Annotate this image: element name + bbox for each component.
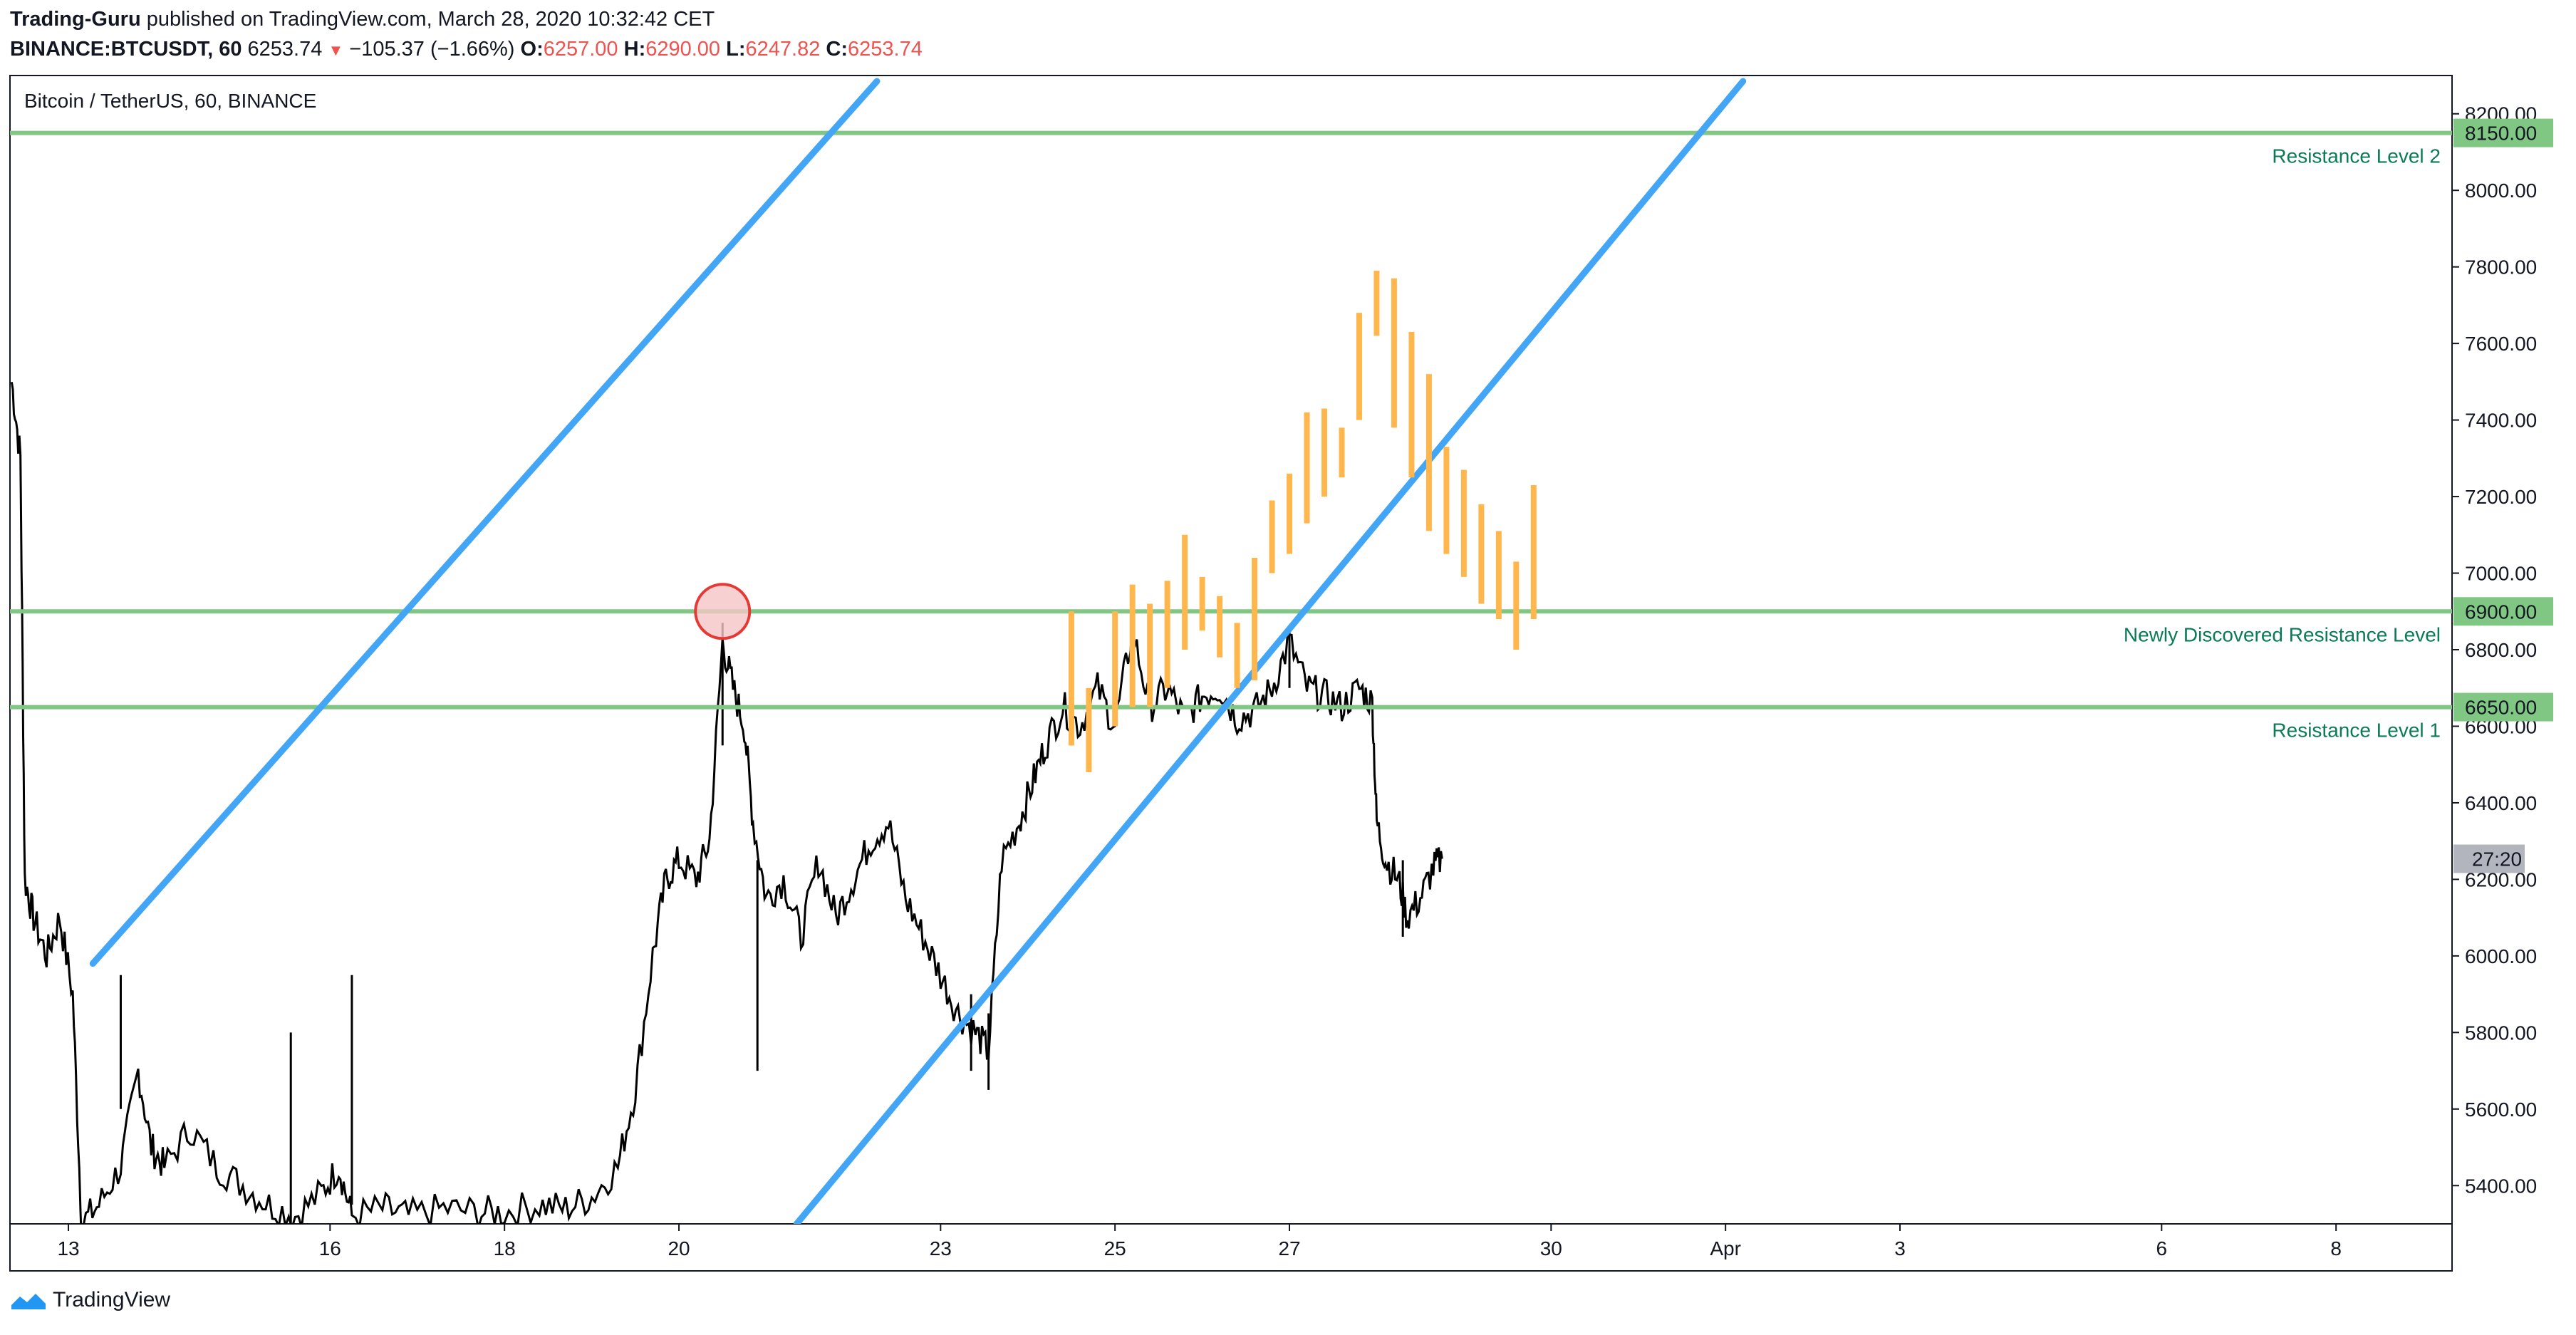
price-tick-label: 7200.00 [2465, 486, 2537, 508]
plot-area [10, 78, 2452, 1224]
time-tick-label: 3 [1894, 1237, 1906, 1259]
low-value: 6247.82 [745, 38, 821, 61]
price-tick-label: 5800.00 [2465, 1022, 2537, 1044]
bar-countdown-label: 27:20 [2472, 848, 2522, 871]
time-tick-label: 20 [668, 1237, 690, 1259]
price-tick-label: 7600.00 [2465, 333, 2537, 355]
ohlc-line: BINANCE:BTCUSDT, 60 6253.74 ▼ −105.37 (−… [10, 34, 923, 66]
level-price-tag [2453, 118, 2553, 147]
time-tick-label: 8 [2330, 1237, 2342, 1259]
author-name[interactable]: Trading-Guru [10, 8, 141, 31]
time-tick-label: Apr [1710, 1237, 1741, 1259]
bar-countdown-tag [2453, 844, 2525, 873]
level-price-tag [2453, 597, 2553, 626]
publish-info: published on TradingView.com, March 28, … [146, 8, 715, 31]
publish-line: Trading-Guru published on TradingView.co… [10, 4, 923, 34]
time-tick-label: 18 [494, 1237, 516, 1259]
price-series [10, 382, 1443, 1224]
level-price-tag [2453, 692, 2553, 722]
time-tick-label: 6 [2156, 1237, 2168, 1259]
level-price-tag-label: 6900.00 [2465, 601, 2537, 623]
symbol-label: BINANCE:BTCUSDT, 60 [10, 38, 242, 61]
price-change: −105.37 (−1.66%) [349, 38, 515, 61]
price-tick-label: 5600.00 [2465, 1098, 2537, 1121]
time-tick-label: 13 [57, 1237, 79, 1259]
footer-brand-block: TradingView [10, 1288, 170, 1312]
resistance-level-label: Resistance Level 2 [2272, 145, 2441, 167]
time-tick-label: 23 [930, 1237, 952, 1259]
close-label: C: [826, 38, 848, 61]
high-value: 6290.00 [645, 38, 721, 61]
time-tick-label: 25 [1104, 1237, 1126, 1259]
touch-point-marker [694, 583, 752, 640]
price-tick-label: 6400.00 [2465, 792, 2537, 814]
price-tick-label: 5400.00 [2465, 1175, 2537, 1197]
chart-header: Trading-Guru published on TradingView.co… [10, 4, 923, 66]
close-value: 6253.74 [848, 38, 923, 61]
open-label: O: [520, 38, 544, 61]
high-label: H: [623, 38, 646, 61]
plot-frame [9, 75, 2453, 1272]
price-tick-label: 6000.00 [2465, 945, 2537, 967]
price-tick-label: 6800.00 [2465, 639, 2537, 661]
resistance-level-label: Newly Discovered Resistance Level [2124, 623, 2441, 645]
level-price-tag-label: 6650.00 [2465, 697, 2537, 719]
price-tick-label: 7400.00 [2465, 410, 2537, 432]
level-price-tag-label: 8150.00 [2465, 123, 2537, 145]
down-triangle-icon: ▼ [328, 41, 344, 59]
channel-lower-line [793, 78, 1747, 1224]
channel-upper-line [89, 78, 881, 967]
tradingview-brand[interactable]: TradingView [53, 1288, 171, 1311]
price-tick-label: 7800.00 [2465, 256, 2537, 279]
tradingview-logo-icon[interactable] [10, 1289, 47, 1311]
price-tick-label: 7000.00 [2465, 563, 2537, 585]
time-tick-label: 16 [319, 1237, 341, 1259]
open-value: 6257.00 [543, 38, 618, 61]
chart-legend-title: Bitcoin / TetherUS, 60, BINANCE [24, 90, 317, 112]
low-label: L: [726, 38, 746, 61]
time-tick-label: 30 [1540, 1237, 1562, 1259]
price-tick-label: 8000.00 [2465, 180, 2537, 202]
resistance-level-label: Resistance Level 1 [2272, 720, 2441, 742]
time-tick-label: 27 [1278, 1237, 1300, 1259]
last-price: 6253.74 [247, 38, 323, 61]
